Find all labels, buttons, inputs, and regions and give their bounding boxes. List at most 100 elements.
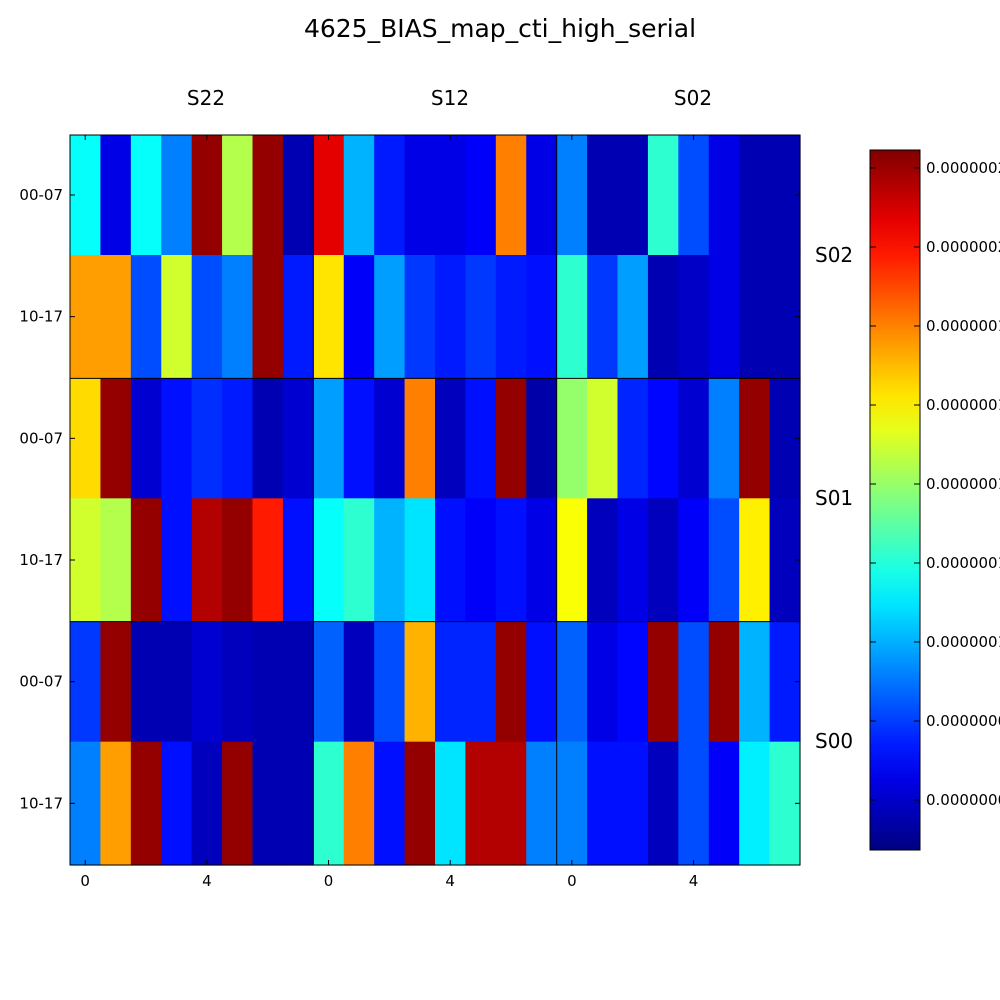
heatmap-cell: [282, 135, 314, 256]
heatmap-cell: [100, 498, 132, 623]
heatmap-cell: [739, 135, 771, 256]
heatmap-cell: [282, 741, 314, 866]
heatmap-cell: [708, 255, 740, 379]
heatmap-cell: [556, 378, 588, 499]
heatmap-cell: [130, 621, 162, 743]
heatmap-cell: [678, 255, 710, 379]
heatmap-cell: [130, 741, 162, 866]
heatmap-cell: [465, 498, 497, 623]
colorbar-tick-label: 0.0000001: [926, 317, 1000, 335]
heatmap-cell: [465, 378, 497, 499]
heatmap-cell: [252, 741, 284, 866]
heatmap-cell: [465, 135, 497, 256]
heatmap-cell: [222, 255, 254, 379]
heatmap-cell: [526, 498, 558, 623]
heatmap-cell: [617, 621, 649, 743]
heatmap-cell: [617, 378, 649, 499]
heatmap-cell: [130, 498, 162, 623]
heatmap-cell: [404, 378, 436, 499]
x-tick-label: 4: [689, 872, 699, 890]
heatmap-cell: [556, 135, 588, 256]
column-group-label-s22: S22: [186, 86, 226, 110]
heatmap-cells: [70, 135, 801, 866]
heatmap-cell: [313, 255, 345, 379]
heatmap-cell: [495, 741, 527, 866]
heatmap-cell: [130, 135, 162, 256]
heatmap-cell: [556, 498, 588, 623]
heatmap-cell: [435, 378, 467, 499]
heatmap-cell: [70, 741, 102, 866]
heatmap-cell: [739, 741, 771, 866]
heatmap-cell: [313, 378, 345, 499]
heatmap-cell: [130, 378, 162, 499]
heatmap-cell: [435, 255, 467, 379]
heatmap-cell: [587, 378, 619, 499]
heatmap-cell: [252, 255, 284, 379]
colorbar-tick-label: 0.0000000: [926, 791, 1000, 809]
heatmap-cell: [313, 741, 345, 866]
heatmap-cell: [191, 378, 223, 499]
heatmap-cell: [647, 498, 679, 623]
heatmap-cell: [313, 621, 345, 743]
heatmap-cell: [343, 378, 375, 499]
heatmap-cell: [161, 378, 193, 499]
heatmap-cell: [161, 498, 193, 623]
colorbar-tick-label: 0.0000001: [926, 396, 1000, 414]
heatmap-cell: [374, 255, 406, 379]
heatmap-cell: [70, 621, 102, 743]
heatmap-cell: [647, 741, 679, 866]
heatmap-cell: [526, 135, 558, 256]
colorbar-tick-label: 0.0000001: [926, 475, 1000, 493]
row-group-label-s02: S02: [815, 243, 854, 267]
heatmap-cell: [526, 378, 558, 499]
heatmap-cell: [191, 621, 223, 743]
heatmap-cell: [647, 255, 679, 379]
heatmap-cell: [678, 621, 710, 743]
heatmap-cell: [222, 741, 254, 866]
heatmap-cell: [739, 378, 771, 499]
heatmap-cell: [708, 621, 740, 743]
heatmap-cell: [70, 135, 102, 256]
heatmap-cell: [374, 378, 406, 499]
colorbar-tick-label: 0.0000002: [926, 238, 1000, 256]
heatmap-cell: [282, 621, 314, 743]
heatmap-cell: [647, 378, 679, 499]
heatmap-cell: [343, 741, 375, 866]
colorbar-tick-label: 0.0000000: [926, 712, 1000, 730]
heatmap-cell: [343, 498, 375, 623]
heatmap-cell: [556, 741, 588, 866]
heatmap-cell: [739, 498, 771, 623]
heatmap-cell: [465, 255, 497, 379]
colorbar-frame: [869, 149, 921, 851]
axis-ticks: 0 4 0 4 0 4 00-07 10-17 00-07 10-17 00-07 10-17: [19, 135, 800, 890]
heatmap-cell: [708, 378, 740, 499]
heatmap-cell: [100, 378, 132, 499]
heatmap-cell: [617, 498, 649, 623]
heatmap-cell: [465, 741, 497, 866]
heatmap-cell: [70, 498, 102, 623]
heatmap-cell: [130, 255, 162, 379]
colorbar-tick-label: 0.0000001: [926, 633, 1000, 651]
heatmap-cell: [647, 621, 679, 743]
heatmap-cell: [404, 621, 436, 743]
heatmap-cell: [495, 135, 527, 256]
heatmap-cell: [191, 741, 223, 866]
colorbar-tick-label: 0.0000001: [926, 554, 1000, 572]
heatmap-cell: [617, 255, 649, 379]
heatmap-cell: [191, 255, 223, 379]
heatmap-cell: [343, 135, 375, 256]
heatmap-cell: [191, 135, 223, 256]
heatmap-cell: [222, 498, 254, 623]
heatmap-cell: [526, 741, 558, 866]
heatmap-cell: [617, 741, 649, 866]
row-group-label-s01: S01: [815, 486, 854, 510]
heatmap-cell: [739, 621, 771, 743]
heatmap-cell: [526, 255, 558, 379]
heatmap-cell: [495, 621, 527, 743]
x-tick-label: 0: [324, 872, 334, 890]
heatmap-cell: [282, 498, 314, 623]
heatmap-cell: [374, 135, 406, 256]
heatmap-cell: [678, 378, 710, 499]
heatmap-cell: [222, 378, 254, 499]
